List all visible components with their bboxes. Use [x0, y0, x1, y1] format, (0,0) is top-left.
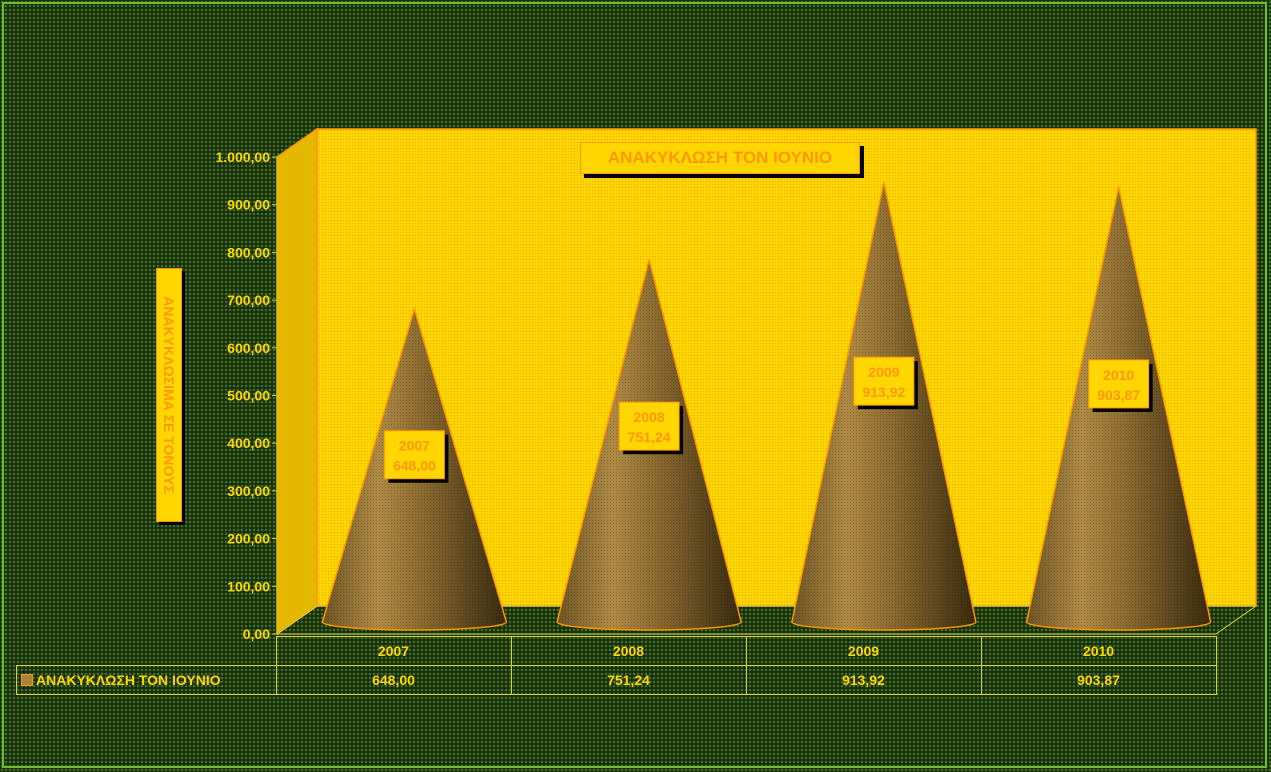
data-table-value: 903,87: [980, 665, 1217, 695]
legend-swatch: [21, 674, 33, 686]
y-tick-label: 700,00: [227, 292, 270, 308]
data-table-value: 648,00: [275, 665, 512, 695]
data-label: 2010 903,87: [1088, 359, 1153, 412]
data-label-value: 648,00: [393, 458, 436, 474]
category-label: 2009: [745, 636, 982, 666]
y-tick-label: 600,00: [227, 340, 270, 356]
data-table-value: 751,24: [510, 665, 747, 695]
y-tick-label: 1.000,00: [216, 149, 271, 165]
data-label: 2007 648,00: [383, 430, 449, 483]
data-label: 2009 913,92: [853, 356, 918, 410]
data-label-box: [1088, 359, 1150, 409]
data-label-box: [618, 401, 680, 451]
y-tick-label: 300,00: [227, 483, 270, 499]
data-labels: 2007 648,00 2008 751,24 2009 913,92 2010 903,87: [383, 356, 1153, 483]
data-label-box: [853, 356, 915, 406]
data-label-category: 2007: [399, 438, 430, 454]
data-table-header-row: 2007 2008 2009 2010: [16, 636, 1217, 666]
y-tick-label: 900,00: [227, 197, 270, 213]
data-label: 2008 751,24: [618, 401, 684, 455]
data-table-corner: [16, 636, 277, 666]
data-label-category: 2009: [868, 364, 899, 380]
y-tick-label: 100,00: [227, 578, 270, 594]
data-table-value-row: ΑΝΑΚΥΚΛΩΣΗ ΤΟΝ ΙΟΥΝΙΟ 648,00 751,24 913,…: [16, 665, 1217, 695]
y-axis-title: ΑΝΑΚΥΚΛΩΣΙΜΑ ΣΕ ΤΟΝΟΥΣ: [156, 268, 182, 522]
plot-walls: [275, 127, 1258, 636]
y-tick-label: 800,00: [227, 244, 270, 260]
side-wall: [276, 127, 318, 636]
chart-title: ΑΝΑΚΥΚΛΩΣΗ ΤΟΝ ΙΟΥΝΙΟ: [580, 142, 860, 174]
category-label: 2010: [980, 636, 1217, 666]
category-label: 2008: [510, 636, 747, 666]
category-label: 2007: [275, 636, 512, 666]
y-tick-label: 500,00: [227, 388, 270, 404]
data-label-value: 913,92: [862, 384, 905, 400]
data-label-category: 2008: [634, 409, 665, 425]
legend-entry: ΑΝΑΚΥΚΛΩΣΗ ΤΟΝ ΙΟΥΝΙΟ: [16, 665, 277, 695]
data-table: 2007 2008 2009 2010 ΑΝΑΚΥΚΛΩΣΗ ΤΟΝ ΙΟΥΝΙ…: [16, 636, 1217, 695]
data-label-value: 751,24: [628, 429, 671, 445]
data-label-box: [383, 430, 445, 480]
data-table-value: 913,92: [745, 665, 982, 695]
y-tick-label: 200,00: [227, 531, 270, 547]
data-label-category: 2010: [1103, 367, 1134, 383]
y-tick-label: 400,00: [227, 435, 270, 451]
data-label-value: 903,87: [1097, 387, 1140, 403]
legend-label: ΑΝΑΚΥΚΛΩΣΗ ΤΟΝ ΙΟΥΝΙΟ: [36, 672, 221, 688]
floor: [275, 605, 1258, 635]
y-axis: 0,00100,00200,00300,00400,00500,00600,00…: [216, 149, 278, 642]
